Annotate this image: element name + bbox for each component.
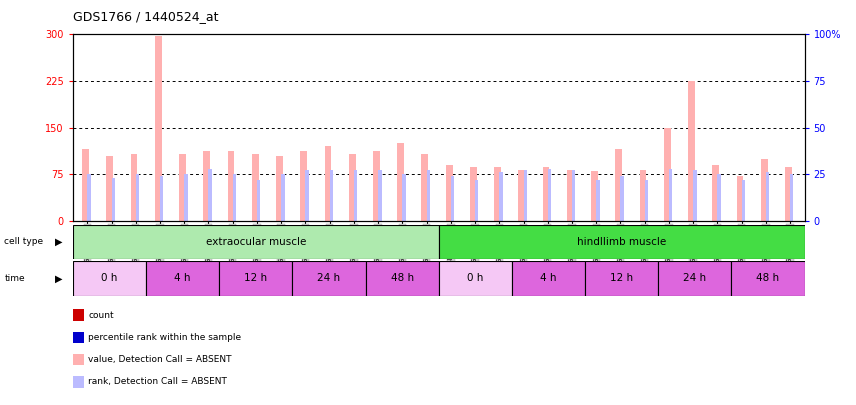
Text: value, Detection Call = ABSENT: value, Detection Call = ABSENT bbox=[88, 355, 232, 364]
Bar bbox=[136, 174, 140, 221]
Bar bbox=[597, 180, 599, 221]
Bar bbox=[146, 261, 219, 296]
Bar bbox=[82, 149, 89, 221]
Bar bbox=[179, 154, 186, 221]
Bar bbox=[257, 180, 260, 221]
Bar bbox=[766, 172, 770, 221]
Bar bbox=[543, 167, 550, 221]
Bar bbox=[252, 153, 259, 221]
Bar bbox=[790, 174, 794, 221]
Bar bbox=[586, 261, 658, 296]
Text: 4 h: 4 h bbox=[175, 273, 191, 283]
Bar bbox=[204, 151, 211, 221]
Bar bbox=[761, 159, 768, 221]
Text: time: time bbox=[4, 274, 25, 283]
Bar bbox=[366, 261, 438, 296]
Bar bbox=[438, 261, 512, 296]
Bar bbox=[736, 176, 743, 221]
Bar bbox=[209, 168, 212, 221]
Text: 4 h: 4 h bbox=[540, 273, 556, 283]
Text: ▶: ▶ bbox=[55, 273, 62, 283]
Bar bbox=[639, 170, 646, 221]
Bar bbox=[184, 174, 187, 221]
Bar bbox=[499, 172, 502, 221]
Text: hindllimb muscle: hindllimb muscle bbox=[577, 237, 666, 247]
Text: GDS1766 / 1440524_at: GDS1766 / 1440524_at bbox=[73, 10, 218, 23]
Text: extraocular muscle: extraocular muscle bbox=[205, 237, 306, 247]
Text: 48 h: 48 h bbox=[390, 273, 413, 283]
Bar bbox=[348, 154, 355, 221]
Bar bbox=[73, 225, 438, 259]
Bar bbox=[421, 153, 428, 221]
Bar bbox=[160, 176, 163, 221]
Bar bbox=[591, 171, 598, 221]
Bar bbox=[306, 171, 309, 221]
Text: percentile rank within the sample: percentile rank within the sample bbox=[88, 333, 241, 342]
Text: rank, Detection Call = ABSENT: rank, Detection Call = ABSENT bbox=[88, 377, 227, 386]
Bar bbox=[106, 156, 113, 221]
Bar bbox=[373, 151, 380, 221]
Text: 12 h: 12 h bbox=[244, 273, 267, 283]
Bar bbox=[397, 143, 404, 221]
Bar bbox=[402, 174, 406, 221]
Bar bbox=[426, 171, 430, 221]
Bar bbox=[87, 174, 91, 221]
Bar bbox=[470, 167, 477, 221]
Bar bbox=[281, 174, 284, 221]
Text: 24 h: 24 h bbox=[683, 273, 706, 283]
Bar bbox=[621, 176, 624, 221]
Text: 0 h: 0 h bbox=[467, 273, 484, 283]
Text: 0 h: 0 h bbox=[101, 273, 117, 283]
Bar bbox=[712, 165, 719, 221]
Text: count: count bbox=[88, 311, 114, 320]
Bar bbox=[446, 165, 453, 221]
Bar bbox=[324, 146, 331, 221]
Bar bbox=[73, 261, 146, 296]
Bar bbox=[567, 170, 574, 221]
Bar bbox=[228, 151, 235, 221]
Bar bbox=[276, 156, 282, 221]
Bar bbox=[717, 174, 721, 221]
Bar bbox=[645, 180, 648, 221]
Bar bbox=[233, 174, 236, 221]
Text: ▶: ▶ bbox=[55, 237, 62, 247]
Bar bbox=[512, 261, 586, 296]
Bar bbox=[615, 149, 622, 221]
Bar bbox=[664, 128, 670, 221]
Bar bbox=[451, 176, 455, 221]
Bar bbox=[548, 168, 551, 221]
Bar bbox=[475, 180, 479, 221]
Bar bbox=[731, 261, 805, 296]
Bar bbox=[669, 168, 672, 221]
Bar bbox=[330, 171, 333, 221]
Bar bbox=[524, 171, 527, 221]
Text: 12 h: 12 h bbox=[610, 273, 633, 283]
Bar bbox=[519, 170, 526, 221]
Bar bbox=[572, 171, 575, 221]
Bar bbox=[494, 167, 501, 221]
Bar bbox=[378, 171, 382, 221]
Text: 48 h: 48 h bbox=[757, 273, 780, 283]
Bar bbox=[741, 180, 745, 221]
Text: 24 h: 24 h bbox=[318, 273, 341, 283]
Bar bbox=[438, 225, 805, 259]
Bar bbox=[300, 151, 307, 221]
Bar bbox=[658, 261, 731, 296]
Bar bbox=[354, 171, 357, 221]
Bar bbox=[111, 178, 115, 221]
Bar bbox=[219, 261, 292, 296]
Bar bbox=[688, 81, 695, 221]
Bar bbox=[693, 171, 697, 221]
Bar bbox=[155, 36, 162, 221]
Bar bbox=[131, 154, 138, 221]
Bar bbox=[785, 167, 792, 221]
Bar bbox=[292, 261, 366, 296]
Text: cell type: cell type bbox=[4, 237, 44, 247]
